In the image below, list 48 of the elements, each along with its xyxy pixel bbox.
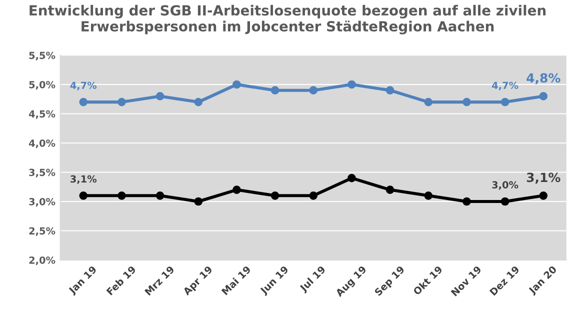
y-tick-label: 3,5% <box>29 168 56 178</box>
point <box>424 191 433 200</box>
point <box>194 197 203 206</box>
point <box>462 197 471 206</box>
point <box>309 86 318 95</box>
point <box>348 174 356 182</box>
point <box>79 98 88 106</box>
x-tick-label: Feb 19 <box>106 265 136 296</box>
data-label: 3,0% <box>492 181 518 190</box>
y-tick-label: 4,0% <box>28 139 56 148</box>
data-label: 4,8% <box>526 73 560 84</box>
chart-title: Entwicklung der SGB II-Arbeitslosenquote bezogen auf alle zivilen Erwerbspersonen im Jobcenter StädteRegion Aachen <box>30 4 546 34</box>
point <box>79 191 88 200</box>
point <box>270 191 280 200</box>
point <box>348 80 356 89</box>
data-label: 3,1% <box>526 172 560 184</box>
point <box>232 80 241 89</box>
y-tick-label: 2,5% <box>29 227 56 236</box>
point <box>309 191 318 200</box>
y-tick-label: 2,0% <box>29 256 56 266</box>
point <box>118 98 126 106</box>
y-tick-label: 5,5% <box>29 52 56 60</box>
y-tick-label: 3,0% <box>29 198 56 207</box>
x-tick-label: Jun 19 <box>259 265 290 296</box>
x-tick-label: Jan 19 <box>68 265 98 296</box>
point <box>118 191 126 200</box>
point <box>462 98 471 106</box>
point <box>500 98 510 106</box>
point <box>232 186 241 194</box>
point <box>156 92 164 100</box>
point <box>156 191 164 200</box>
point <box>424 98 433 106</box>
y-tick-label: 4,5% <box>28 110 56 119</box>
x-tick-label: Sep 19 <box>374 265 406 298</box>
y-tick-label: 5,0% <box>29 80 56 90</box>
x-tick-label: Jan 20 <box>528 265 558 296</box>
point <box>194 98 203 106</box>
data-label: 4,7% <box>70 82 97 90</box>
point <box>386 186 394 194</box>
data-label: 4,7% <box>492 82 518 90</box>
x-tick-label: Jul 19 <box>298 265 328 294</box>
point <box>270 86 280 95</box>
point <box>386 86 394 95</box>
data-label: 3,1% <box>70 175 97 184</box>
point <box>539 92 548 100</box>
point <box>539 191 548 200</box>
point <box>500 197 510 206</box>
x-tick-label: Okt 19 <box>412 265 443 296</box>
